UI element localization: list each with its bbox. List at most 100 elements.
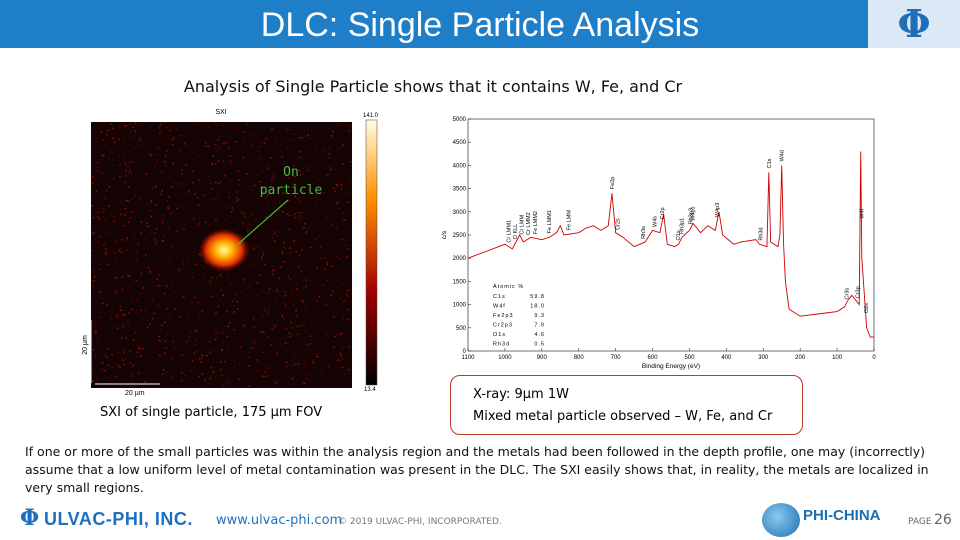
noise-dot [305, 305, 307, 308]
noise-dot [248, 352, 251, 354]
figures: SXI 141.0 13.4 On particle 20 µm 20 µm 0… [82, 109, 876, 397]
noise-dot [138, 372, 140, 374]
noise-dot [321, 212, 323, 215]
noise-dot [201, 373, 204, 375]
noise-dot [292, 138, 295, 140]
noise-dot [287, 177, 290, 179]
noise-dot [174, 308, 177, 310]
noise-dot [319, 246, 322, 248]
noise-dot [274, 325, 277, 328]
noise-dot [195, 330, 197, 333]
noise-dot [199, 154, 201, 157]
noise-dot [346, 239, 348, 242]
noise-dot [191, 276, 194, 279]
noise-dot [294, 213, 297, 215]
noise-dot [140, 309, 143, 311]
atomic-value: 18.0 [530, 304, 545, 310]
noise-dot [137, 344, 140, 347]
noise-dot [117, 365, 120, 367]
noise-dot [320, 372, 323, 374]
caption: SXI of single particle, 175 µm FOV [100, 405, 323, 420]
noise-dot [287, 275, 289, 278]
noise-dot [310, 246, 312, 249]
noise-dot [140, 204, 142, 207]
noise-dot [96, 211, 98, 214]
noise-dot [217, 195, 219, 198]
noise-dot [126, 249, 129, 252]
noise-dot [135, 259, 138, 262]
noise-dot [294, 216, 297, 219]
noise-dot [346, 201, 349, 204]
noise-dot [205, 145, 207, 148]
noise-dot [151, 299, 154, 301]
x-tick-label: 1100 [462, 355, 476, 361]
noise-dot [130, 298, 133, 301]
noise-dot [252, 317, 255, 320]
atomic-value: 7.9 [534, 323, 545, 329]
noise-dot [217, 305, 220, 308]
noise-dot [226, 335, 229, 338]
noise-dot [111, 354, 113, 356]
noise-dot [227, 385, 230, 388]
noise-dot [217, 146, 220, 148]
peak-label: Cr3p [855, 286, 861, 298]
y-tick-label: 3500 [453, 187, 467, 193]
noise-dot [294, 383, 297, 386]
noise-dot [291, 174, 294, 176]
noise-dot [222, 382, 225, 385]
peak-label: W4f [859, 208, 865, 218]
noise-dot [293, 353, 296, 356]
noise-dot [270, 129, 273, 131]
noise-dot [102, 211, 105, 213]
partner-logo [762, 503, 800, 537]
noise-dot [254, 219, 256, 222]
noise-dot [144, 309, 146, 311]
noise-dot [105, 356, 108, 358]
noise-dot [227, 346, 230, 349]
noise-dot [243, 279, 245, 281]
noise-dot [123, 124, 126, 127]
noise-dot [131, 211, 134, 213]
noise-dot [148, 362, 151, 365]
noise-dot [211, 276, 213, 279]
noise-dot [212, 370, 215, 373]
noise-dot [333, 187, 336, 189]
noise-dot [228, 368, 231, 371]
noise-dot [113, 202, 116, 205]
noise-dot [294, 195, 297, 198]
atomic-value: 59.8 [530, 294, 545, 300]
noise-dot [326, 217, 328, 219]
noise-dot [147, 267, 150, 269]
noise-dot [238, 363, 241, 365]
peak-label: W4d [780, 150, 786, 161]
noise-dot [333, 346, 335, 349]
noise-dot [299, 200, 302, 203]
noise-dot [96, 378, 99, 380]
noise-dot [208, 145, 210, 148]
noise-dot [262, 331, 265, 333]
noise-dot [172, 340, 174, 343]
noise-dot [134, 236, 136, 239]
noise-dot [215, 219, 217, 222]
noise-dot [124, 162, 127, 164]
noise-dot [292, 133, 294, 135]
noise-dot [105, 376, 108, 379]
noise-dot [172, 162, 174, 165]
noise-dot [256, 174, 258, 177]
noise-dot [325, 304, 328, 306]
noise-dot [290, 297, 292, 299]
noise-dot [219, 299, 222, 302]
noise-dot [179, 149, 181, 152]
noise-dot [153, 312, 155, 315]
noise-dot [242, 131, 245, 133]
noise-dot [99, 316, 102, 318]
noise-dot [308, 373, 311, 376]
noise-dot [97, 216, 99, 218]
noise-dot [215, 181, 217, 184]
noise-dot [121, 188, 124, 191]
noise-dot [105, 248, 107, 250]
noise-dot [229, 196, 231, 199]
noise-dot [176, 230, 179, 232]
url[interactable]: www.ulvac-phi.com [216, 513, 343, 528]
noise-dot [118, 126, 120, 128]
